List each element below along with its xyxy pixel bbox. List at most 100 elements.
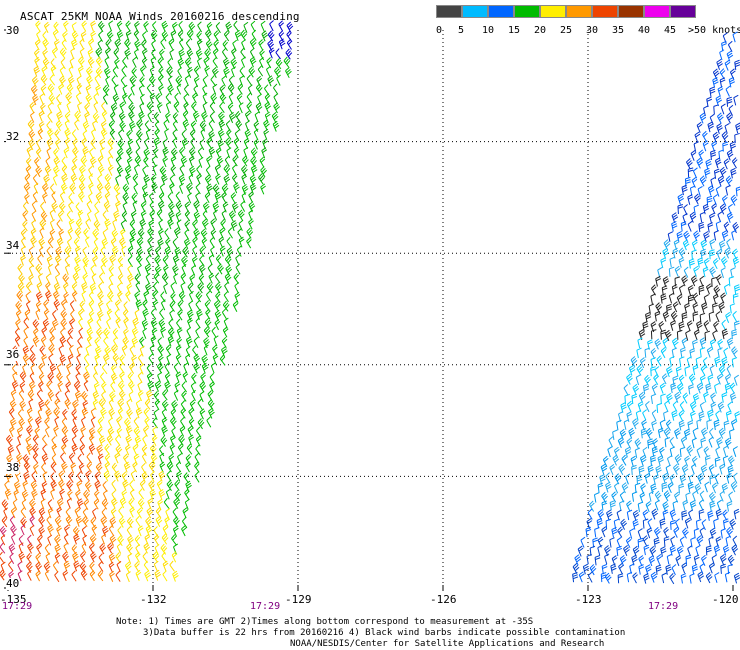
wind-barb [83,353,90,365]
wind-barb [82,130,88,142]
wind-barb [173,227,181,239]
wind-barb [194,471,200,483]
wind-barb [115,200,121,212]
wind-barb [51,443,58,455]
wind-barb [645,564,652,576]
wind-barb [7,445,15,457]
wind-barb [707,510,714,521]
wind-barb [730,419,737,430]
wind-barb [69,57,75,69]
wind-barb [655,465,662,476]
wind-barb [662,337,669,349]
wind-barb [25,291,31,303]
wind-barb [141,48,148,60]
wind-barb [171,534,177,546]
wind-barb [29,101,36,113]
wind-barb [53,165,60,177]
wind-barb [196,31,202,43]
wind-barb [126,398,132,410]
wind-barb [221,183,229,195]
lon-label-126: -126 [430,593,457,606]
wind-barb [195,48,203,60]
wind-barb [105,39,112,51]
wind-barb [696,535,704,547]
wind-barb [172,137,178,149]
wind-barb [126,525,132,537]
wind-barb [726,364,732,376]
wind-barb [650,357,656,368]
wind-barb [674,428,681,440]
wind-barb [677,193,684,205]
wind-barb [59,66,65,78]
wind-barb [162,560,169,572]
wind-barb [190,120,197,132]
wind-barb [75,92,81,104]
wind-barb [215,173,221,185]
wind-barb [666,392,673,404]
wind-barb [28,138,36,150]
wind-barb [158,66,164,78]
wind-barb [109,534,117,546]
wind-barb [162,389,168,401]
wind-barb [152,164,158,176]
wind-barb [107,138,115,149]
wind-barb [22,363,27,375]
wind-barb [150,174,157,186]
wind-barb [286,30,292,42]
wind-barb [221,346,228,358]
wind-barb [116,30,124,42]
wind-barb [719,553,727,565]
wind-barb [172,570,179,582]
wind-barb [127,256,133,268]
wind-barb [130,210,137,222]
wind-barb [59,191,65,203]
wind-barb [168,210,175,222]
wind-barb [267,30,275,42]
wind-barb [165,111,171,123]
wind-barb [8,543,16,555]
wind-barb [684,366,690,377]
wind-barb [678,257,685,268]
wind-barb [176,327,183,339]
wind-barb [717,85,724,97]
wind-barb [100,128,108,140]
wind-barb [181,390,187,402]
wind-barb [135,551,141,563]
wind-barb [158,470,166,482]
wind-barb [214,309,222,321]
wind-barb [151,49,157,61]
wind-barb [41,462,47,474]
wind-barb [729,382,736,394]
wind-barb [49,209,55,221]
wind-barb [697,185,703,197]
wind-barb [133,164,139,176]
wind-barb [200,228,208,240]
wind-barb [42,444,48,456]
wind-barb [153,272,160,284]
wind-barb [257,93,262,105]
scale-swatch-8 [644,5,670,18]
wind-barb [191,389,196,401]
wind-barb [233,20,239,32]
wind-barb [642,383,650,395]
wind-barb [636,364,644,376]
wind-barb [256,75,263,87]
wind-barb [17,282,25,294]
wind-barb [191,101,197,113]
wind-barb [693,265,699,277]
wind-barb [112,245,119,257]
wind-barb [223,66,230,78]
wind-barb [250,164,258,176]
wind-barb [175,200,183,212]
wind-barb [635,409,642,421]
wind-barb [107,155,113,167]
wind-barb [626,500,632,512]
wind-barb [621,482,629,494]
wind-barb [152,147,159,159]
scale-label-15: 15 [508,25,521,36]
wind-barb [574,554,582,566]
wind-barb [727,455,735,467]
wind-barb [212,48,219,60]
wind-barb [80,551,86,563]
wind-barb [92,246,98,258]
